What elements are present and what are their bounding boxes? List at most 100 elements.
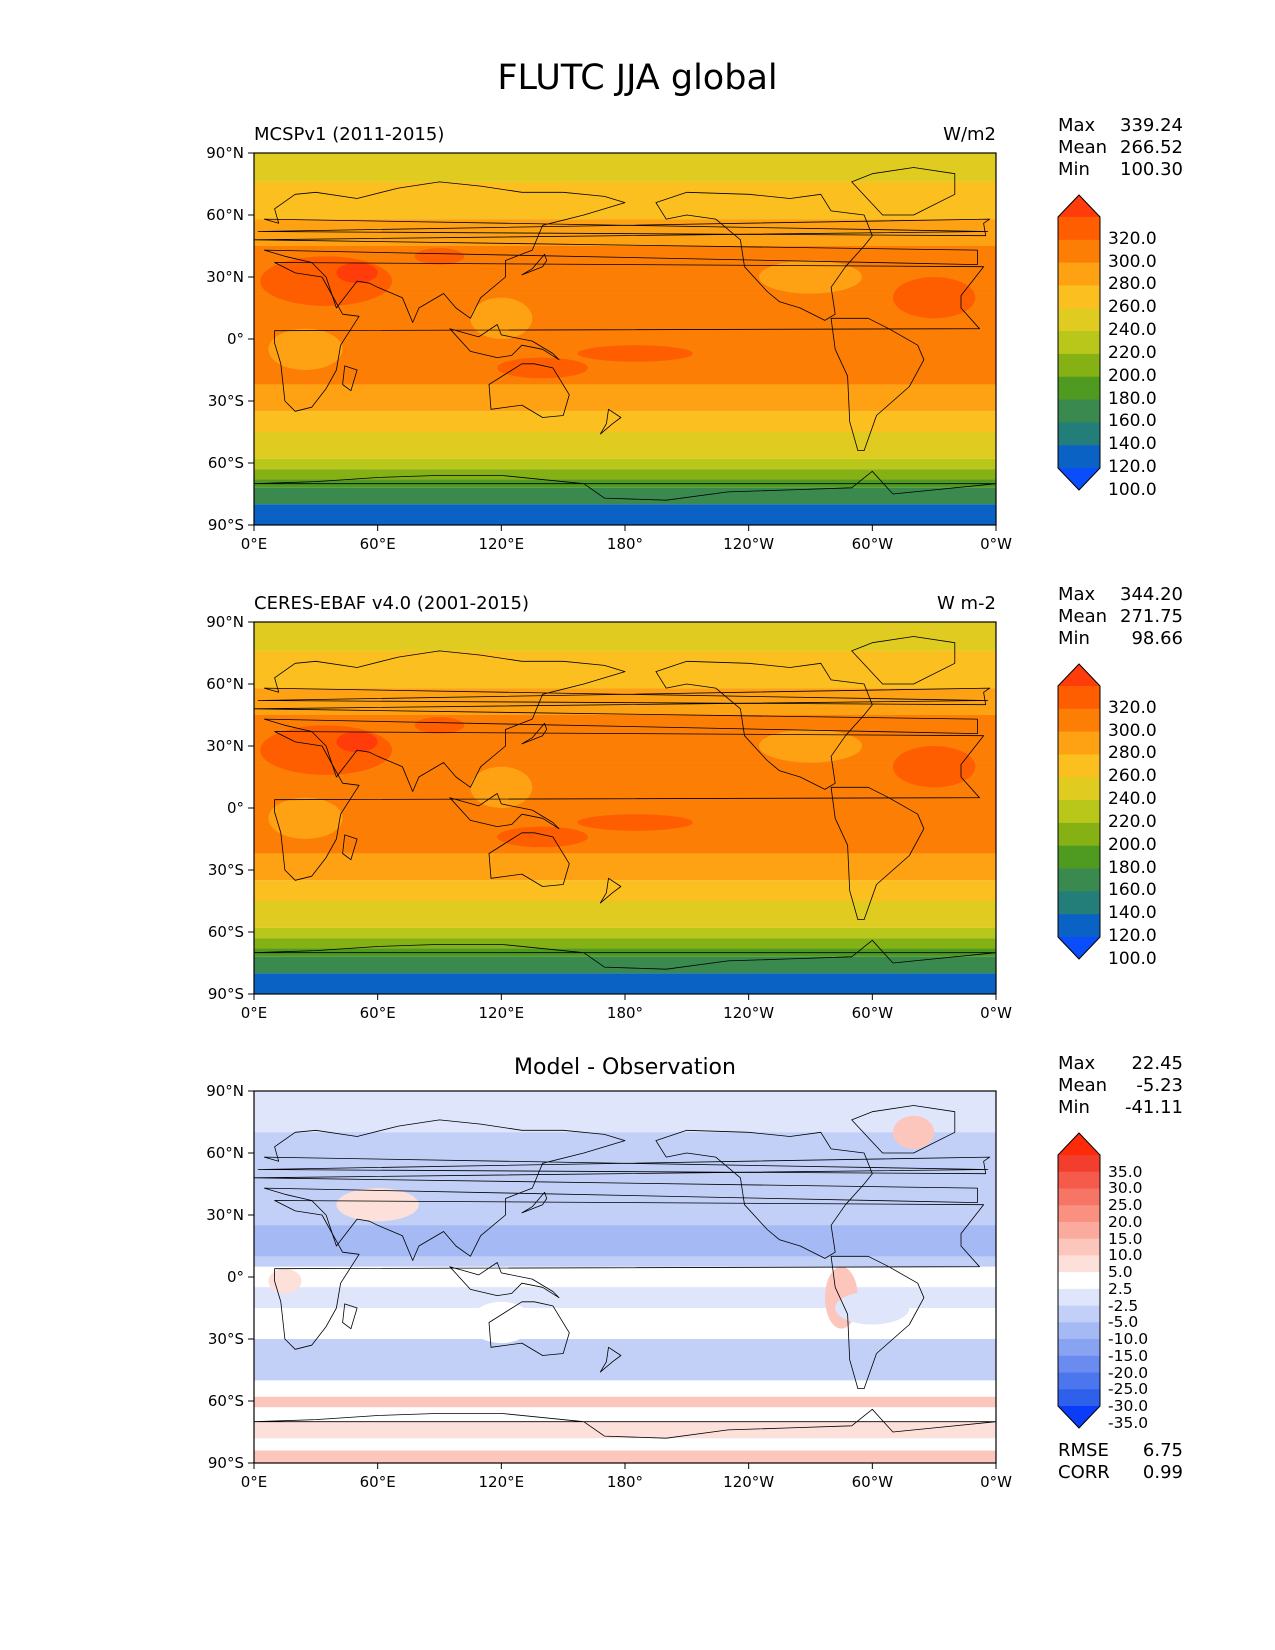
lon-tick-label: 180°	[606, 1473, 644, 1491]
colorbar-tick-label: 35.0	[1108, 1162, 1143, 1181]
lon-tick-label: 120°E	[478, 1473, 525, 1491]
colorbar-tick-label: 20.0	[1108, 1212, 1143, 1231]
lat-tick-label: 60°S	[207, 454, 244, 472]
lon-tick-label: 0°W	[980, 1004, 1012, 1022]
panel-title-left: CERES-EBAF v4.0 (2001-2015)	[254, 593, 530, 614]
colorbar-tick-label: 140.0	[1108, 434, 1157, 455]
panel-units: W m-2	[936, 593, 996, 614]
error_stats-label: CORR	[1058, 1462, 1110, 1483]
colorbar-tick-label: 280.0	[1108, 274, 1157, 295]
lon-tick-label: 120°E	[478, 535, 525, 553]
colorbar-tick-label: 100.0	[1108, 479, 1157, 500]
lat-tick-label: 60°N	[206, 1144, 244, 1162]
lat-tick-label: 0°	[226, 799, 244, 817]
lon-tick-label: 60°W	[851, 1004, 894, 1022]
colorbar-tick-label: 200.0	[1108, 365, 1157, 386]
lat-tick-label: 60°N	[206, 206, 244, 224]
lon-tick-label: 60°E	[359, 1473, 396, 1491]
stats-label: Mean	[1058, 137, 1108, 158]
colorbar-tick-label: 240.0	[1108, 320, 1157, 341]
colorbar-tick-label: 220.0	[1108, 811, 1157, 832]
stats-value: 98.66	[1131, 628, 1183, 649]
panel-units: W/m2	[943, 124, 996, 145]
colorbar-tick-label: -5.0	[1108, 1313, 1139, 1332]
panel-title-center: Model - Observation	[514, 1055, 736, 1080]
colorbar-1	[1057, 194, 1101, 491]
colorbar-tick-label: 320.0	[1108, 697, 1157, 718]
colorbar-tick-label: 30.0	[1108, 1179, 1143, 1198]
lon-tick-label: 60°W	[851, 535, 894, 553]
colorbar-3	[1057, 1132, 1101, 1429]
figure-title: FLUTC JJA global	[497, 58, 778, 98]
error_stats-value: 0.99	[1142, 1462, 1183, 1483]
colorbar-tick-label: 10.0	[1108, 1246, 1143, 1265]
stats-value: -41.11	[1124, 1097, 1183, 1118]
stats-label: Mean	[1058, 606, 1108, 627]
lon-tick-label: 120°W	[723, 1473, 775, 1491]
colorbar-2	[1057, 663, 1101, 960]
lat-tick-label: 0°	[226, 330, 244, 348]
colorbar-tick-label: -2.5	[1108, 1296, 1139, 1315]
colorbar-tick-label: 260.0	[1108, 297, 1157, 318]
colorbar-tick-label: 100.0	[1108, 948, 1157, 969]
lon-tick-label: 120°W	[723, 1004, 775, 1022]
colorbar-tick-label: 320.0	[1108, 228, 1157, 249]
lat-tick-label: 90°S	[207, 1454, 244, 1472]
colorbar-tick-label: 2.5	[1108, 1279, 1133, 1298]
stats-label: Mean	[1058, 1075, 1108, 1096]
colorbar-tick-label: 200.0	[1108, 834, 1157, 855]
stats-value: 266.52	[1120, 137, 1183, 158]
lon-tick-label: 0°E	[240, 1473, 268, 1491]
colorbar-tick-label: -15.0	[1108, 1346, 1149, 1365]
stats-value: -5.23	[1136, 1075, 1183, 1096]
stats-label: Min	[1058, 1097, 1090, 1118]
lon-tick-label: 0°W	[980, 535, 1012, 553]
lon-tick-label: 120°W	[723, 535, 775, 553]
map-panel-1	[253, 152, 997, 526]
lat-tick-label: 90°N	[206, 613, 244, 631]
colorbar-tick-label: 220.0	[1108, 342, 1157, 363]
colorbar-tick-label: 25.0	[1108, 1196, 1143, 1215]
lat-tick-label: 30°S	[207, 1330, 244, 1348]
lon-tick-label: 0°E	[240, 535, 268, 553]
lat-tick-label: 0°	[226, 1268, 244, 1286]
colorbar-tick-label: 240.0	[1108, 789, 1157, 810]
stats-value: 339.24	[1120, 115, 1183, 136]
map-panel-2	[253, 621, 997, 995]
map-ticks-3	[248, 1090, 997, 1469]
colorbar-tick-label: 160.0	[1108, 411, 1157, 432]
colorbar-tick-label: -10.0	[1108, 1330, 1149, 1349]
colorbar-tick-label: 280.0	[1108, 743, 1157, 764]
map-ticks-1	[248, 152, 997, 531]
stats-value: 22.45	[1131, 1053, 1183, 1074]
stats-value: 271.75	[1120, 606, 1183, 627]
colorbar-tick-label: 120.0	[1108, 926, 1157, 946]
map-ticks-2	[248, 621, 997, 1000]
colorbar-tick-label: -35.0	[1108, 1413, 1149, 1432]
colorbar-tick-label: 180.0	[1108, 857, 1157, 878]
lat-tick-label: 90°S	[207, 985, 244, 1003]
lon-tick-label: 60°E	[359, 535, 396, 553]
colorbar-tick-label: -30.0	[1108, 1397, 1149, 1415]
lat-tick-label: 90°S	[207, 516, 244, 534]
colorbar-tick-label: -25.0	[1108, 1380, 1149, 1399]
lat-tick-label: 30°S	[207, 392, 244, 410]
stats-label: Min	[1058, 628, 1090, 649]
colorbar-tick-label: 5.0	[1108, 1263, 1133, 1282]
stats-label: Max	[1058, 584, 1096, 605]
colorbar-tick-label: 120.0	[1108, 457, 1157, 477]
map-panel-3	[253, 1090, 997, 1464]
lat-tick-label: 30°N	[206, 1206, 244, 1224]
colorbar-tick-label: 140.0	[1108, 903, 1157, 924]
colorbar-tick-label: 300.0	[1108, 720, 1157, 741]
colorbar-tick-label: 160.0	[1108, 880, 1157, 901]
lat-tick-label: 90°N	[206, 144, 244, 162]
lon-tick-label: 0°W	[980, 1473, 1012, 1491]
lat-tick-label: 60°S	[207, 1392, 244, 1410]
stats-value: 344.20	[1120, 584, 1183, 605]
lon-tick-label: 180°	[606, 535, 644, 553]
stats-value: 100.30	[1120, 159, 1183, 180]
stats-label: Min	[1058, 159, 1090, 180]
colorbar-tick-label: 260.0	[1108, 766, 1157, 787]
lon-tick-label: 60°W	[851, 1473, 894, 1491]
